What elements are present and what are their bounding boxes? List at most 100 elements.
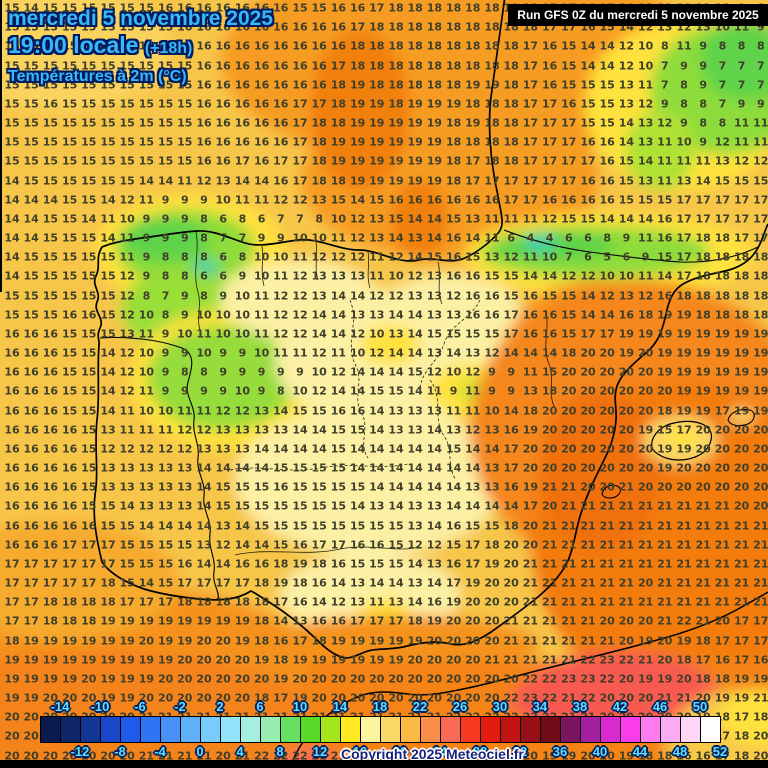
temp-value: 20 — [619, 692, 634, 705]
temp-value: 12 — [350, 232, 365, 245]
temp-value: 14 — [388, 442, 403, 455]
temp-value: 15 — [331, 193, 346, 206]
temp-value: 14 — [196, 519, 211, 532]
temp-value: 15 — [388, 519, 403, 532]
temp-value: 15 — [139, 2, 154, 15]
temp-value: 13 — [388, 404, 403, 417]
temp-value: 15 — [120, 2, 135, 15]
temp-value: 19 — [753, 366, 768, 379]
temp-value: 8 — [162, 308, 170, 321]
temp-value: 11 — [254, 327, 269, 340]
temp-value: 15 — [81, 2, 96, 15]
temp-value: 19 — [369, 634, 384, 647]
temp-value: 14 — [139, 577, 154, 590]
temp-value: 16 — [196, 59, 211, 72]
temp-value: 15 — [100, 251, 115, 264]
temp-value: 14 — [388, 462, 403, 475]
temp-value: 13 — [465, 212, 480, 225]
temp-value: 21 — [715, 596, 730, 609]
temp-value: 17 — [292, 155, 307, 168]
temp-value: 14 — [196, 500, 211, 513]
temp-value: 17 — [734, 653, 749, 666]
temp-value: 17 — [292, 174, 307, 187]
scale-cell — [60, 716, 81, 743]
scale-label-bottom: 28 — [473, 744, 487, 759]
temp-value: 13 — [427, 500, 442, 513]
temp-value: 14 — [657, 270, 672, 283]
temp-value: 21 — [600, 519, 615, 532]
temp-value: 17 — [465, 155, 480, 168]
temp-value: 18 — [734, 730, 749, 743]
scale-cell — [420, 716, 441, 743]
scale-label-top: 46 — [653, 699, 667, 714]
temp-value: 21 — [696, 538, 711, 551]
temp-value: 14 — [408, 385, 423, 398]
temp-value: 20 — [561, 385, 576, 398]
temp-value: 17 — [523, 155, 538, 168]
temp-value: 13 — [312, 270, 327, 283]
temp-value: 19 — [350, 97, 365, 110]
temp-value: 14 — [465, 232, 480, 245]
temp-value: 13 — [196, 538, 211, 551]
scale-label-top: -10 — [91, 699, 110, 714]
temp-value: 10 — [254, 251, 269, 264]
temp-value: 15 — [273, 462, 288, 475]
temp-value: 13 — [158, 462, 173, 475]
temp-value: 10 — [638, 40, 653, 53]
scale-label-top: -14 — [51, 699, 70, 714]
temp-value: 20 — [600, 481, 615, 494]
temp-value: 12 — [657, 117, 672, 130]
temp-value: 11 — [177, 404, 192, 417]
temp-value: 16 — [254, 117, 269, 130]
temp-value: 12 — [312, 347, 327, 360]
temp-value: 16 — [216, 136, 231, 149]
temp-value: 7 — [719, 78, 727, 91]
temp-value: 12 — [388, 251, 403, 264]
temp-value: 18 — [465, 21, 480, 34]
temp-value: 21 — [753, 538, 768, 551]
temp-value: 16 — [24, 462, 39, 475]
temp-value: 15 — [657, 251, 672, 264]
temp-value: 20 — [427, 653, 442, 666]
temp-value: 19 — [657, 442, 672, 455]
temp-value: 20 — [600, 462, 615, 475]
temp-value: 9 — [162, 193, 170, 206]
scale-label-bottom: 8 — [276, 744, 283, 759]
temp-value: 17 — [24, 615, 39, 628]
temp-value: 20 — [619, 423, 634, 436]
temp-value: 15 — [120, 557, 135, 570]
temp-value: 23 — [600, 653, 615, 666]
temp-value: 13 — [312, 289, 327, 302]
temp-value: 16 — [292, 40, 307, 53]
temp-value: 15 — [24, 136, 39, 149]
temp-value: 13 — [619, 78, 634, 91]
temp-value: 13 — [484, 481, 499, 494]
temp-value: 19 — [657, 347, 672, 360]
temp-value: 20 — [484, 672, 499, 685]
temp-value: 15 — [100, 500, 115, 513]
temp-value: 12 — [619, 59, 634, 72]
temp-value: 14 — [235, 174, 250, 187]
temp-value: 16 — [81, 308, 96, 321]
temp-value: 13 — [427, 308, 442, 321]
temp-value: 17 — [676, 423, 691, 436]
temp-value: 17 — [715, 749, 730, 762]
temp-value: 14 — [158, 174, 173, 187]
temp-value: 19 — [696, 366, 711, 379]
temp-value: 8 — [239, 212, 247, 225]
temp-value: 16 — [600, 193, 615, 206]
temp-value: 14 — [254, 538, 269, 551]
temp-value: 13 — [408, 423, 423, 436]
temp-value: 18 — [81, 596, 96, 609]
temp-value: 13 — [408, 404, 423, 417]
temp-value: 18 — [446, 174, 461, 187]
temp-value: 17 — [465, 557, 480, 570]
temp-value: 20 — [120, 749, 135, 762]
temp-value: 18 — [465, 136, 480, 149]
temp-value: 10 — [484, 404, 499, 417]
temp-value: 15 — [561, 327, 576, 340]
temp-value: 11 — [254, 193, 269, 206]
temp-value: 16 — [196, 2, 211, 15]
temp-value: 15 — [43, 155, 58, 168]
temp-value: 21 — [619, 596, 634, 609]
